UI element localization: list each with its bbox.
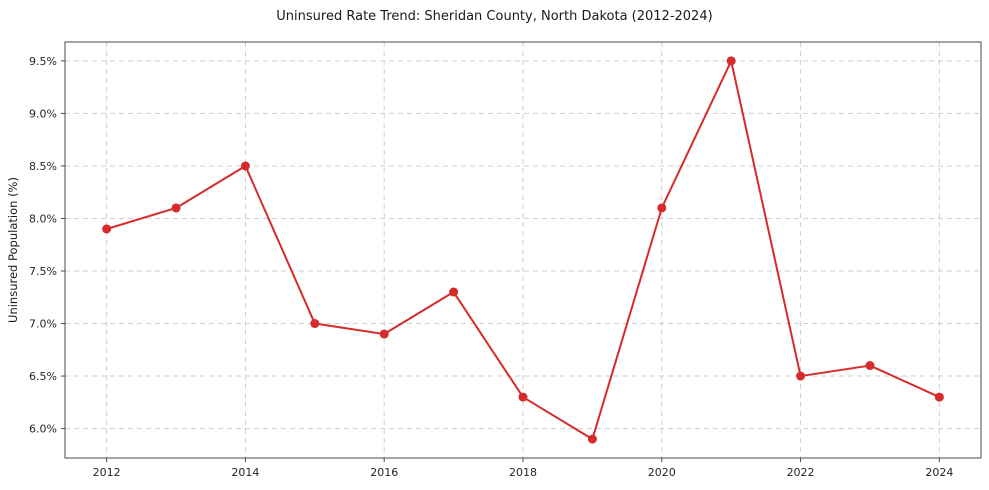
data-point [934,392,944,402]
chart-title: Uninsured Rate Trend: Sheridan County, N… [276,9,713,24]
data-point [796,371,806,381]
data-point [657,203,667,213]
data-point [171,203,181,213]
data-point [518,392,528,402]
x-tick-label: 2012 [93,466,121,479]
y-tick-label: 9.0% [29,107,57,120]
data-point [240,161,250,171]
data-point [726,56,736,66]
x-tick-label: 2020 [648,466,676,479]
y-tick-label: 8.0% [29,212,57,225]
x-tick-label: 2018 [509,466,537,479]
y-tick-label: 7.0% [29,318,57,331]
y-tick-label: 8.5% [29,160,57,173]
x-tick-label: 2016 [370,466,398,479]
y-tick-label: 7.5% [29,265,57,278]
data-point [310,319,320,329]
y-tick-label: 6.0% [29,423,57,436]
x-tick-label: 2022 [787,466,815,479]
data-point [449,287,459,297]
y-tick-label: 9.5% [29,55,57,68]
data-point [102,224,112,234]
data-point [865,361,875,371]
data-point [587,434,597,444]
x-tick-label: 2024 [925,466,953,479]
y-tick-label: 6.5% [29,370,57,383]
x-tick-label: 2014 [231,466,259,479]
data-point [379,329,389,339]
